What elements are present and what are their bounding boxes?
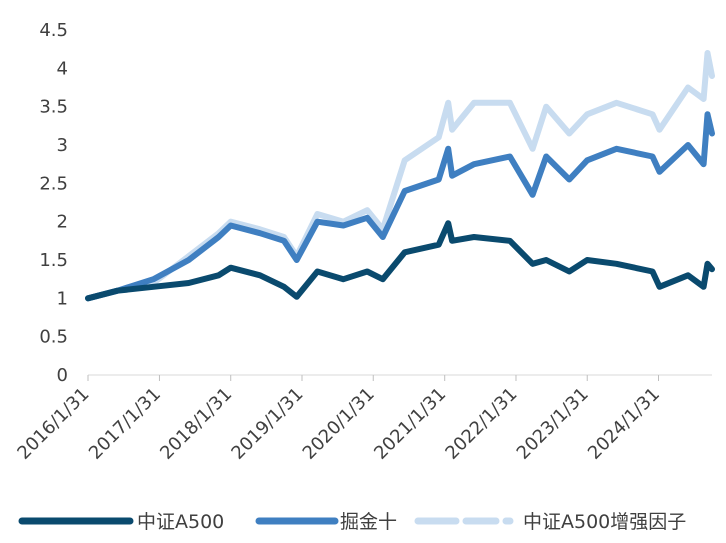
x-tick-label: 2024/1/31 [584,384,664,464]
x-tick-label: 2022/1/31 [441,384,521,464]
series-lines [85,50,715,302]
y-tick-label: 2 [57,212,68,233]
y-tick-label: 0.5 [39,327,68,348]
y-tick-label: 2.5 [39,173,68,194]
x-tick-label: 2019/1/31 [227,384,307,464]
legend: 中证A500 掘金十 中证A500增强因子 [18,511,686,533]
series-line-1 [85,220,715,302]
legend-item-2: 掘金十 [255,511,397,533]
legend-label: 中证A500 [137,511,224,533]
legend-label: 掘金十 [340,511,397,533]
y-tick-label: 4.5 [39,20,68,41]
x-tick-label: 2023/1/31 [513,384,593,464]
y-axis: 0 0.5 1 1.5 2 2.5 3 3.5 4 4.5 [39,20,68,386]
x-tick-label: 2016/1/31 [13,384,93,464]
y-tick-label: 3.5 [39,97,68,118]
y-tick-label: 1 [57,288,68,309]
legend-item-3: 中证A500增强因子 [414,511,686,533]
x-axis: 2016/1/312017/1/312018/1/312019/1/312020… [13,374,712,464]
y-tick-label: 4 [57,58,68,79]
x-tick-label: 2018/1/31 [156,384,236,464]
x-tick-label: 2017/1/31 [85,384,165,464]
legend-label: 中证A500增强因子 [523,511,686,533]
series-line-2 [85,111,715,302]
y-tick-label: 1.5 [39,250,68,271]
x-tick-label: 2021/1/31 [370,384,450,464]
legend-item-1: 中证A500 [18,511,224,533]
x-tick-label: 2020/1/31 [299,384,379,464]
y-tick-label: 0 [57,365,68,386]
y-tick-label: 3 [57,135,68,156]
